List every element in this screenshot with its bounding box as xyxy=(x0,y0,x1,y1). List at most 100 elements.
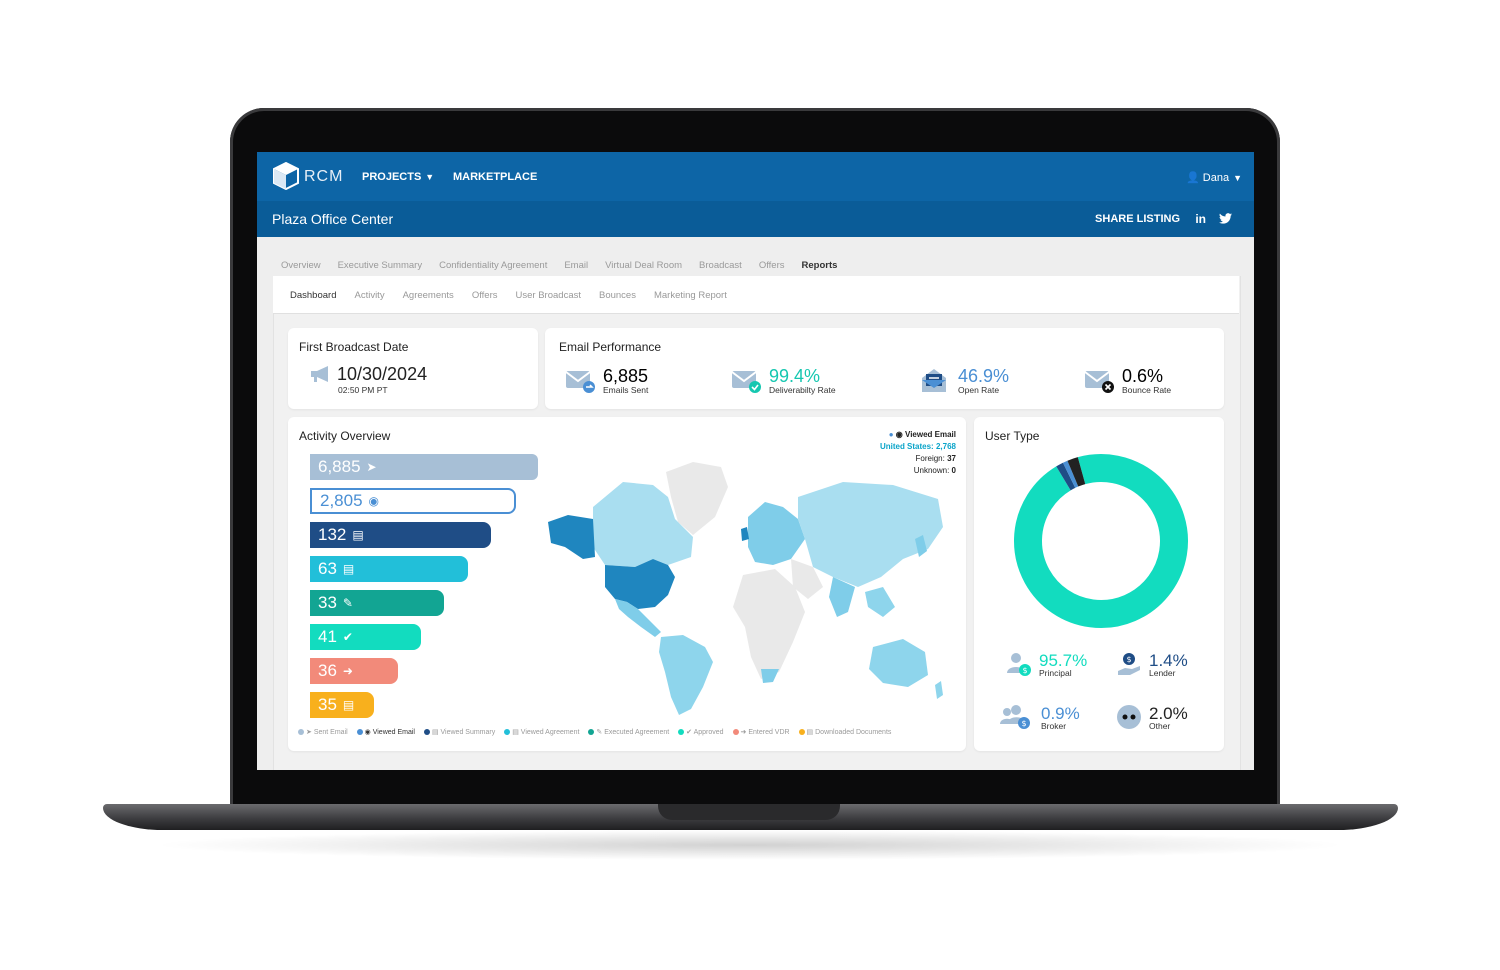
donut-slice-broker[interactable] xyxy=(1062,460,1079,488)
primary-tabs: Overview Executive Summary Confidentiality… xyxy=(281,260,854,271)
linkedin-icon[interactable]: in xyxy=(1195,212,1206,226)
svg-text:$: $ xyxy=(1126,655,1131,664)
map-united-states[interactable] xyxy=(605,559,675,609)
document-icon: ▤ xyxy=(352,528,364,542)
principal-value: 95.7% xyxy=(1039,651,1088,670)
other-icon xyxy=(1117,705,1141,729)
legend-item-entered-vdr[interactable]: ➜ Entered VDR xyxy=(732,728,790,736)
logo-text[interactable]: RCM xyxy=(304,168,344,185)
rcm-logo-icon[interactable] xyxy=(273,162,299,190)
twitter-icon[interactable] xyxy=(1219,213,1232,224)
laptop-shadow xyxy=(150,830,1350,860)
share-listing-button[interactable]: SHARE LISTING xyxy=(1095,213,1180,225)
map-new-zealand[interactable] xyxy=(935,681,943,699)
bar-viewed-email-value: 2,805 xyxy=(320,491,363,510)
check-circle-icon: ✔ xyxy=(342,630,353,644)
map-alaska[interactable] xyxy=(548,515,595,559)
lender-icon: $ xyxy=(1118,653,1140,675)
tab-virtual-deal-room[interactable]: Virtual Deal Room xyxy=(605,260,683,271)
nav-marketplace[interactable]: MARKETPLACE xyxy=(453,171,537,183)
legend-label: Sent Email xyxy=(313,729,348,736)
bar-executed-agreement[interactable]: 33 ✎ xyxy=(310,590,444,616)
bar-sent-email-value: 6,885 xyxy=(318,457,361,476)
map-africa[interactable] xyxy=(733,569,805,679)
subtab-offers[interactable]: Offers xyxy=(471,290,498,301)
donut-slice-lender[interactable] xyxy=(1056,462,1076,491)
map-japan[interactable] xyxy=(915,535,927,557)
legend-item-sent-email[interactable]: ➤ Sent Email xyxy=(298,728,348,736)
map-australia[interactable] xyxy=(869,639,928,687)
tab-reports[interactable]: Reports xyxy=(801,260,838,271)
donut-slice-principal[interactable] xyxy=(1014,454,1188,628)
emails-sent-value: 6,885 xyxy=(603,366,649,386)
map-uk[interactable] xyxy=(741,527,749,541)
subtab-dashboard[interactable]: Dashboard xyxy=(290,290,337,301)
map-india[interactable] xyxy=(829,577,855,617)
user-menu[interactable]: 👤 Dana ▼ xyxy=(1186,171,1242,184)
subtab-user-broadcast[interactable]: User Broadcast xyxy=(515,290,581,301)
map-legend-us-label: United States: xyxy=(879,442,934,451)
map-se-asia[interactable] xyxy=(865,587,895,617)
map-legend-title: Viewed Email xyxy=(905,430,956,439)
paper-plane-icon: ➤ xyxy=(366,460,377,474)
app-screen: RCM PROJECTS ▼ MARKETPLACE 👤 Dana ▼ Plaza … xyxy=(257,152,1254,770)
svg-text:$: $ xyxy=(1022,666,1027,675)
email-performance-card: Email Performance 6,885 Emails Sent 99.4… xyxy=(545,328,1224,409)
activity-legend: ➤ Sent Email ◉ Viewed Email ▤ Viewed Sum… xyxy=(298,728,898,736)
map-greenland[interactable] xyxy=(666,462,728,535)
tab-confidentiality-agreement[interactable]: Confidentiality Agreement xyxy=(439,260,548,271)
bar-viewed-email[interactable]: 2,805 ◉ xyxy=(310,488,516,514)
download-document-icon: ▤ xyxy=(806,729,814,736)
map-mexico[interactable] xyxy=(615,599,661,637)
other-label: Other xyxy=(1149,721,1171,731)
subtab-bounces[interactable]: Bounces xyxy=(599,290,636,301)
secondary-tabs-bar: Dashboard Activity Agreements Offers User Br… xyxy=(273,276,1239,314)
subtab-activity[interactable]: Activity xyxy=(354,290,385,301)
legend-item-downloaded-documents[interactable]: ▤ Downloaded Documents xyxy=(798,728,891,736)
bar-viewed-summary-value: 132 xyxy=(318,525,347,544)
chevron-down-icon: ▼ xyxy=(425,172,435,182)
world-map[interactable] xyxy=(543,447,953,717)
legend-dot-icon xyxy=(588,728,595,735)
bar-viewed-agreement[interactable]: 63 ▤ xyxy=(310,556,468,582)
legend-item-approved[interactable]: ✔ Approved xyxy=(678,728,724,736)
map-south-america[interactable] xyxy=(659,635,713,715)
laptop-notch xyxy=(658,804,840,820)
open-rate-label: Open Rate xyxy=(958,385,1000,395)
subtab-agreements[interactable]: Agreements xyxy=(402,290,454,301)
map-europe[interactable] xyxy=(748,502,805,565)
tab-overview[interactable]: Overview xyxy=(281,260,321,271)
legend-dot-icon xyxy=(423,728,430,735)
map-middle-east[interactable] xyxy=(791,559,823,599)
tab-offers[interactable]: Offers xyxy=(758,260,785,271)
bar-approved[interactable]: 41 ✔ xyxy=(310,624,421,650)
paper-plane-icon: ➤ xyxy=(306,729,312,736)
map-legend-unknown-label: Unknown: xyxy=(913,466,950,475)
map-canada[interactable] xyxy=(593,482,693,567)
lender-value: 1.4% xyxy=(1149,651,1188,670)
subtab-marketing-report[interactable]: Marketing Report xyxy=(653,290,727,301)
sign-in-icon: ➜ xyxy=(342,664,353,678)
legend-item-viewed-email[interactable]: ◉ Viewed Email xyxy=(356,728,415,736)
legend-dot-icon xyxy=(504,728,511,735)
tab-broadcast[interactable]: Broadcast xyxy=(699,260,742,271)
map-south-africa[interactable] xyxy=(761,669,779,683)
bar-downloaded-documents[interactable]: 35 ▤ xyxy=(310,692,374,718)
legend-item-viewed-agreement[interactable]: ▤ Viewed Agreement xyxy=(504,728,579,736)
bar-sent-email[interactable]: 6,885 ➤ xyxy=(310,454,538,480)
nav-projects[interactable]: PROJECTS ▼ xyxy=(362,171,434,183)
other-value: 2.0% xyxy=(1149,704,1188,723)
legend-item-viewed-summary[interactable]: ▤ Viewed Summary xyxy=(423,728,495,736)
legend-item-executed-agreement[interactable]: ✎ Executed Agreement xyxy=(588,728,669,736)
map-asia[interactable] xyxy=(798,482,943,587)
user-type-donut-chart[interactable] xyxy=(1011,451,1191,631)
tab-email[interactable]: Email xyxy=(564,260,589,271)
tab-executive-summary[interactable]: Executive Summary xyxy=(337,260,423,271)
agreement-icon: ▤ xyxy=(342,562,355,576)
bar-entered-vdr[interactable]: 36 ➜ xyxy=(310,658,398,684)
first-broadcast-card: First Broadcast Date 10/30/2024 02:50 PM… xyxy=(288,328,538,409)
donut-slice-other[interactable] xyxy=(1067,457,1086,487)
bar-viewed-summary[interactable]: 132 ▤ xyxy=(310,522,491,548)
legend-dot-icon xyxy=(356,728,363,735)
email-performance-title: Email Performance xyxy=(559,340,662,354)
